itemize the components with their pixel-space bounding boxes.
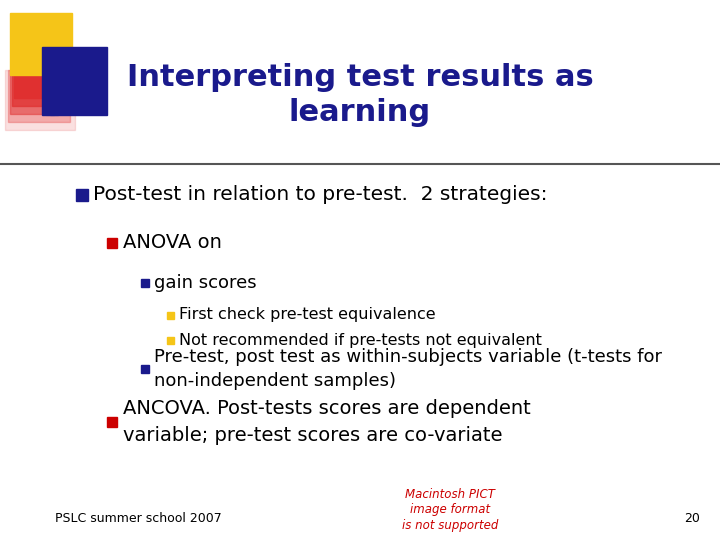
FancyBboxPatch shape (46, 47, 54, 115)
Bar (141, 279, 149, 287)
Text: ANCOVA. Post-tests scores are dependent
variable; pre-test scores are co-variate: ANCOVA. Post-tests scores are dependent … (123, 399, 531, 445)
Bar (166, 336, 174, 343)
Text: First check pre-test equivalence: First check pre-test equivalence (179, 307, 436, 322)
Text: gain scores: gain scores (154, 274, 256, 292)
Bar (141, 365, 149, 373)
Text: Not recommended if pre-tests not equivalent: Not recommended if pre-tests not equival… (179, 333, 542, 348)
Bar (76, 189, 88, 201)
FancyBboxPatch shape (12, 70, 60, 106)
Text: 20: 20 (684, 511, 700, 524)
Bar (166, 312, 174, 319)
Text: Interpreting test results as
learning: Interpreting test results as learning (127, 63, 593, 127)
FancyBboxPatch shape (42, 47, 107, 115)
Bar (107, 238, 117, 248)
Text: Post-test in relation to pre-test.  2 strategies:: Post-test in relation to pre-test. 2 str… (93, 186, 547, 205)
Bar (107, 417, 117, 427)
Text: PSLC summer school 2007: PSLC summer school 2007 (55, 511, 222, 524)
FancyBboxPatch shape (14, 70, 56, 98)
FancyBboxPatch shape (50, 47, 58, 115)
FancyBboxPatch shape (10, 70, 65, 114)
FancyBboxPatch shape (10, 13, 72, 75)
Text: Macintosh PICT
image format
is not supported: Macintosh PICT image format is not suppo… (402, 488, 498, 532)
FancyBboxPatch shape (8, 70, 70, 122)
Text: ANOVA on: ANOVA on (123, 233, 222, 253)
Text: Pre-test, post test as within-subjects variable (t-tests for
non-independent sam: Pre-test, post test as within-subjects v… (154, 348, 662, 390)
FancyBboxPatch shape (5, 70, 75, 130)
